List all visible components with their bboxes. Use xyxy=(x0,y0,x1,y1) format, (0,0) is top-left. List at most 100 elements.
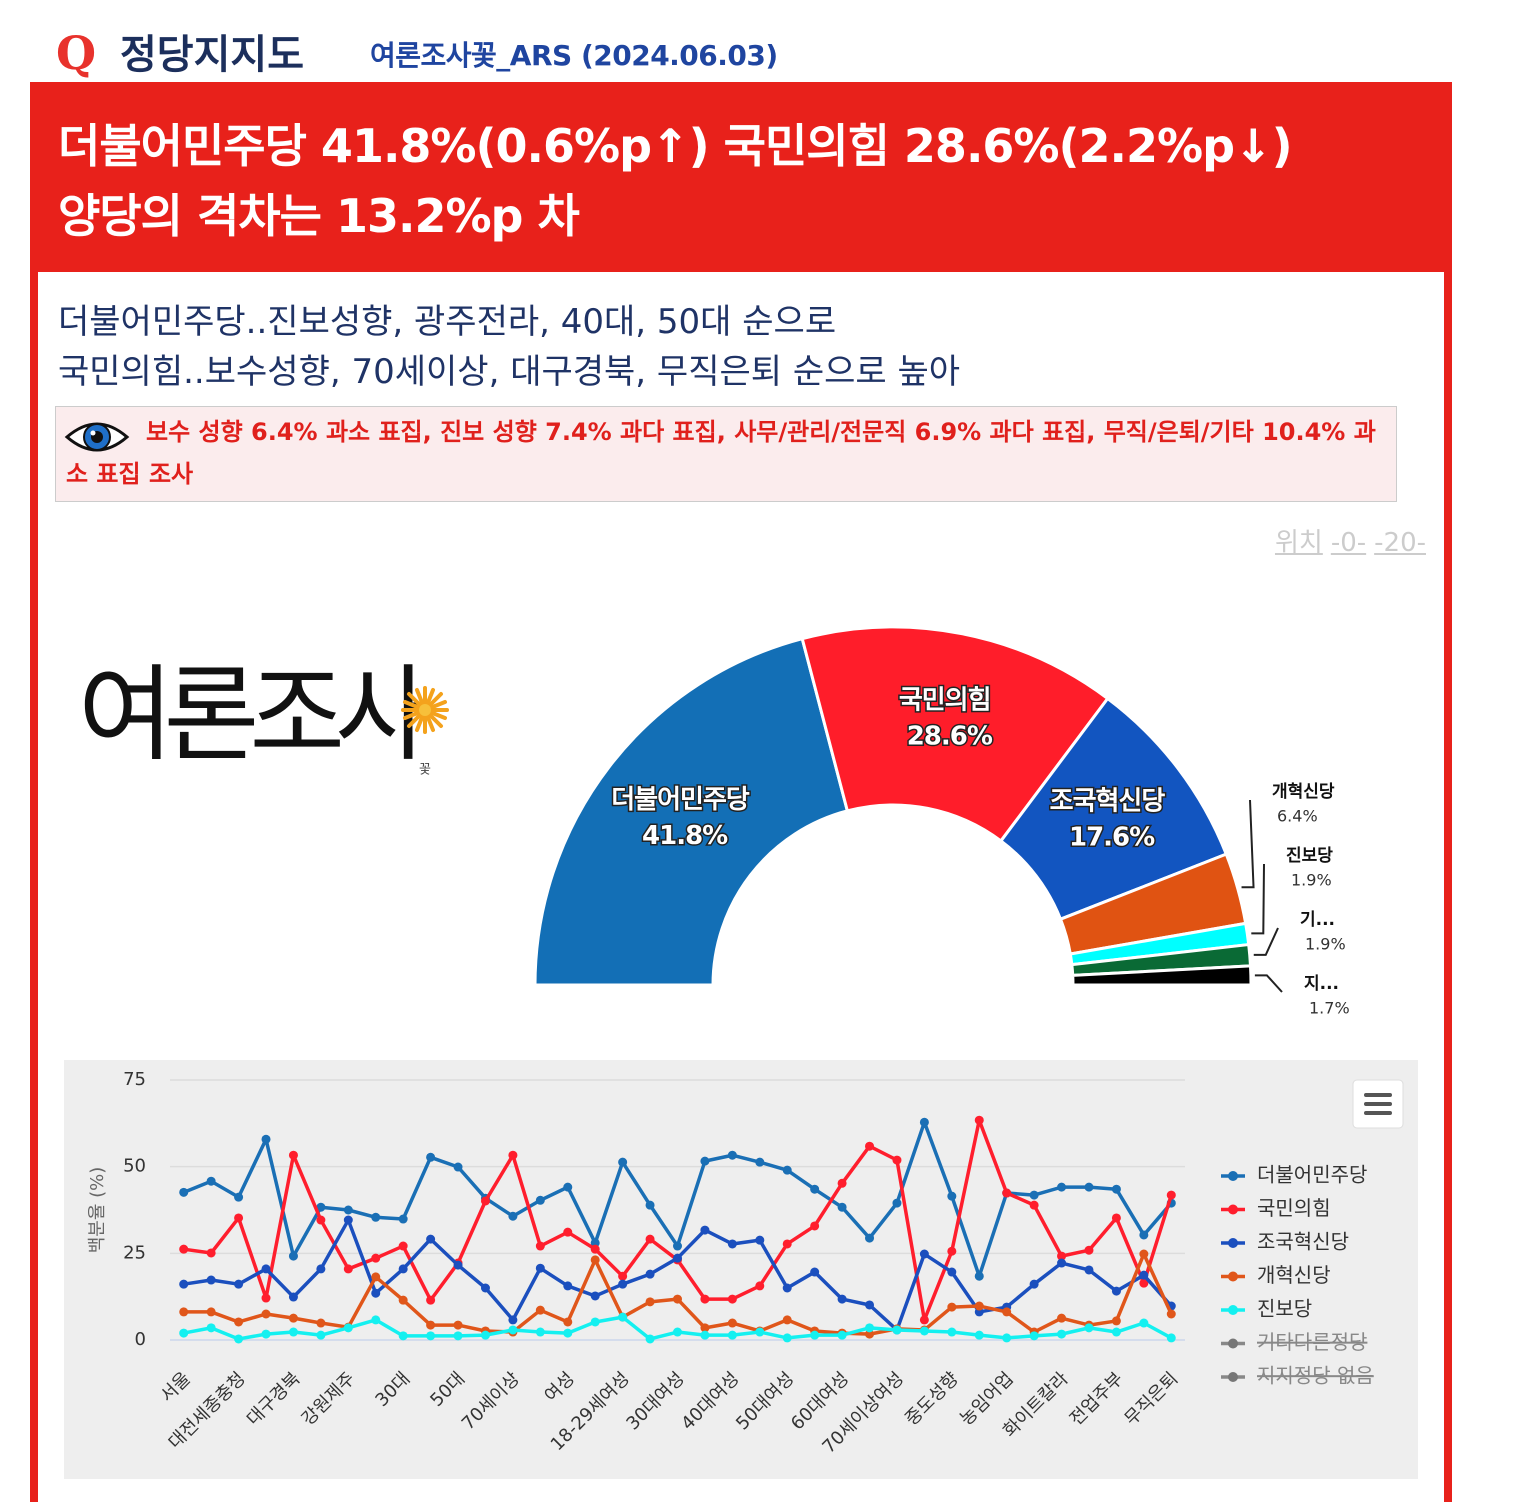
series-point xyxy=(398,1264,408,1274)
series-point xyxy=(563,1227,573,1237)
series-point xyxy=(782,1165,792,1175)
legend-item[interactable]: 국민의힘 xyxy=(1221,1196,1331,1220)
slice-value: 1.9% xyxy=(1291,871,1332,890)
legend-symbol xyxy=(1228,1238,1238,1248)
series-point xyxy=(865,1329,875,1339)
series-point xyxy=(1057,1251,1067,1261)
series-point xyxy=(508,1325,518,1335)
series-point xyxy=(179,1307,189,1317)
series-point xyxy=(234,1192,244,1202)
series-point xyxy=(535,1195,545,1205)
series-point xyxy=(535,1241,545,1251)
series-point xyxy=(700,1323,710,1333)
y-axis-title: 백분율 (%) xyxy=(87,1167,108,1254)
series-point xyxy=(426,1295,436,1305)
series-point xyxy=(261,1134,271,1144)
slice-value: 41.8% xyxy=(642,821,728,851)
series-point xyxy=(1111,1327,1121,1337)
series-point xyxy=(1002,1333,1012,1343)
series-point xyxy=(947,1246,957,1256)
series-point xyxy=(508,1150,518,1160)
series-point xyxy=(947,1327,957,1337)
series-point xyxy=(234,1317,244,1327)
series-point xyxy=(288,1292,298,1302)
legend-item[interactable]: 조국혁신당 xyxy=(1221,1230,1349,1254)
series-point xyxy=(837,1202,847,1212)
slice-label: 조국혁신당 xyxy=(1050,786,1166,816)
slice-label: 국민의힘 xyxy=(899,686,991,716)
series-point xyxy=(1084,1182,1094,1192)
note-text: 보수 성향 6.4% 과소 표집, 진보 성향 7.4% 과다 표집, 사무/관… xyxy=(66,418,1376,488)
leader-line xyxy=(1241,799,1255,889)
series-point xyxy=(316,1330,326,1340)
series-point xyxy=(563,1182,573,1192)
series-point xyxy=(1057,1258,1067,1268)
series-point xyxy=(179,1279,189,1289)
series-point xyxy=(206,1248,216,1258)
series-point xyxy=(645,1234,655,1244)
pie-slice xyxy=(800,625,1110,843)
series-point xyxy=(1111,1184,1121,1194)
legend-label: 국민의힘 xyxy=(1257,1196,1331,1220)
series-point xyxy=(480,1330,490,1340)
series-point xyxy=(508,1211,518,1221)
legend-label: 개혁신당 xyxy=(1257,1263,1331,1287)
series-point xyxy=(1139,1270,1149,1280)
series-point xyxy=(480,1196,490,1206)
series-point xyxy=(1111,1316,1121,1326)
series-point xyxy=(453,1320,463,1330)
series-point xyxy=(535,1263,545,1273)
series-point xyxy=(727,1318,737,1328)
series-point xyxy=(316,1318,326,1328)
legend-label: 지지정당 없음 xyxy=(1257,1364,1374,1388)
legend-symbol xyxy=(1228,1372,1238,1382)
series-point xyxy=(865,1233,875,1243)
legend-symbol xyxy=(1228,1204,1238,1215)
series-point xyxy=(590,1317,600,1327)
series-point xyxy=(892,1198,902,1208)
legend-item[interactable]: 지지정당 없음 xyxy=(1221,1364,1374,1388)
series-point xyxy=(398,1295,408,1305)
series-point xyxy=(426,1152,436,1162)
series-point xyxy=(398,1331,408,1341)
series-point xyxy=(645,1269,655,1279)
y-tick-label: 75 xyxy=(123,1069,146,1090)
page-title: 정당지지도 xyxy=(120,32,304,78)
series-point xyxy=(234,1213,244,1223)
leader-line xyxy=(1254,974,1283,993)
subtitle-line: 더불어민주당..진보성향, 광주전라, 40대, 50대 순으로 xyxy=(58,302,837,342)
series-point xyxy=(343,1323,353,1333)
legend-symbol xyxy=(1228,1171,1238,1181)
series-point xyxy=(1057,1182,1067,1192)
series-point xyxy=(810,1221,820,1231)
position-links: 위치 -0- -20- xyxy=(1267,522,1426,559)
series-point xyxy=(398,1241,408,1251)
series-point xyxy=(261,1264,271,1274)
series-point xyxy=(453,1162,463,1172)
series-point xyxy=(1029,1200,1039,1210)
position-link[interactable]: -0- xyxy=(1330,528,1367,558)
legend-item[interactable]: 더불어민주당 xyxy=(1221,1163,1367,1187)
logo-mark: 꽃 xyxy=(419,763,431,778)
series-point xyxy=(1139,1230,1149,1240)
legend-item[interactable]: 진보당 xyxy=(1221,1297,1312,1321)
series-point xyxy=(755,1281,765,1291)
series-point xyxy=(234,1279,244,1289)
position-link[interactable]: 위치 xyxy=(1274,528,1323,558)
series-point xyxy=(261,1329,271,1339)
series-point xyxy=(755,1157,765,1167)
series-point xyxy=(480,1283,490,1293)
position-link[interactable]: -20- xyxy=(1374,528,1426,558)
legend-item[interactable]: 개혁신당 xyxy=(1221,1263,1331,1287)
series-point xyxy=(645,1200,655,1210)
chart-background xyxy=(64,1060,1418,1479)
menu-button[interactable] xyxy=(1352,1079,1404,1129)
series-point xyxy=(1084,1265,1094,1275)
series-point xyxy=(919,1315,929,1325)
series-point xyxy=(673,1241,682,1251)
series-point xyxy=(755,1327,765,1337)
legend-item[interactable]: 기타다른정당 xyxy=(1221,1330,1367,1354)
series-point xyxy=(426,1234,436,1244)
series-point xyxy=(673,1327,682,1337)
series-point xyxy=(755,1235,765,1245)
